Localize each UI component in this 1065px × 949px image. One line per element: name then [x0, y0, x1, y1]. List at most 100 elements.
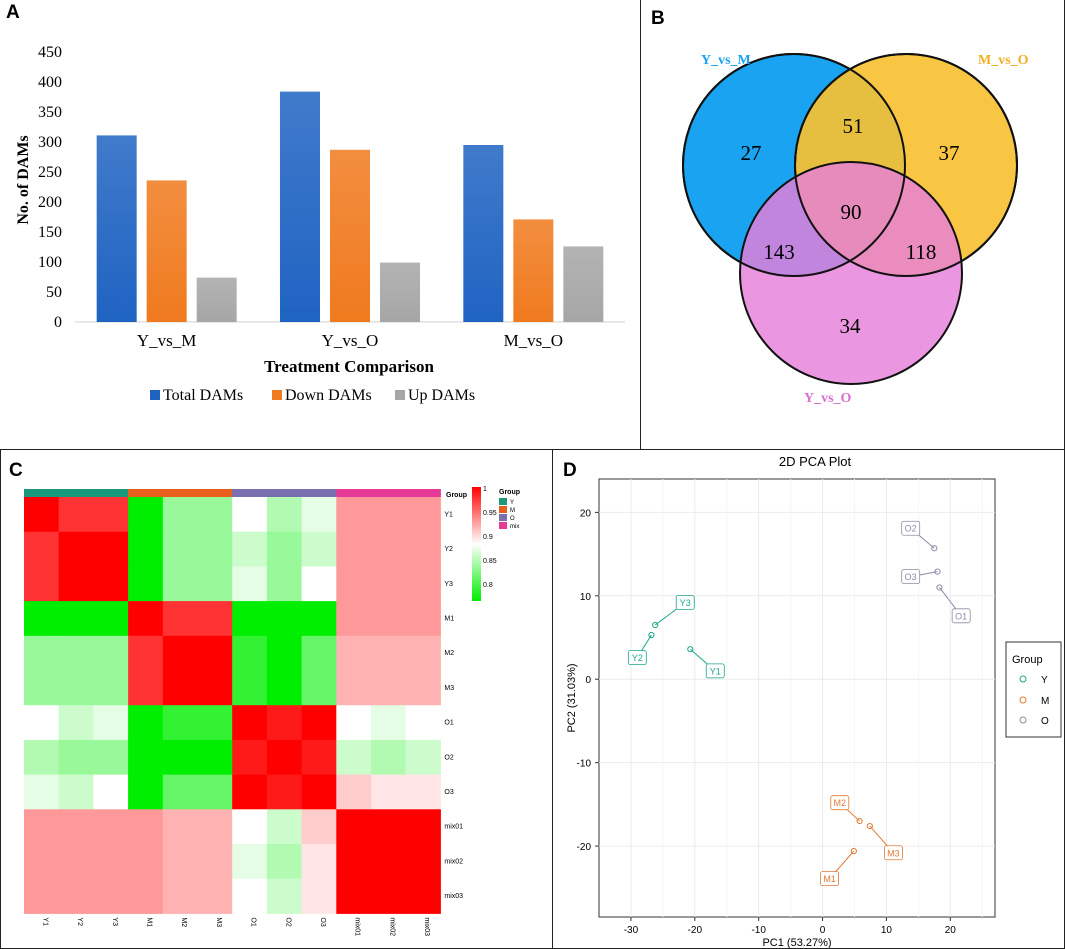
heatmap-cell — [58, 844, 94, 880]
heatmap-cell — [266, 497, 303, 533]
pca-ytick-label: -20 — [577, 842, 592, 853]
heatmap-cell — [58, 705, 94, 741]
heatmap-cell — [232, 705, 268, 741]
heatmap-cell — [197, 531, 233, 567]
colorbar-tick-08: 0.8 — [483, 582, 493, 589]
pca-point-label: M3 — [887, 848, 900, 858]
heatmap-cell — [162, 670, 198, 706]
pca-xtick-label: 0 — [820, 925, 826, 936]
bar-ytick-label: 400 — [38, 74, 62, 91]
heatmap-col-label: O1 — [250, 917, 257, 926]
bar-y-vs-o-total — [280, 91, 320, 322]
heatmap-cell — [128, 497, 164, 533]
heatmap-cell — [93, 531, 129, 567]
heatmap-row-label: mix02 — [444, 858, 463, 865]
heatmap-cell — [58, 531, 94, 567]
heatmap-group-cell — [24, 489, 60, 497]
heatmap-row-label: Y1 — [444, 511, 453, 518]
legend-swatch-y — [499, 498, 507, 505]
heatmap-cell — [336, 878, 372, 914]
heatmap-group-cell — [405, 489, 441, 497]
heatmap-cell — [232, 844, 268, 880]
venn-count-34: 34 — [840, 314, 862, 338]
panel-c: C Y1 Y2 Y3 M1 M2 M3 O1 O2 O3 mix01 mix02 mix03 Y1 Y2… — [0, 449, 553, 949]
pca-plot-area — [598, 478, 996, 918]
bar-ytick-label: 0 — [54, 314, 62, 331]
heatmap-cell — [128, 809, 164, 845]
pca-point-label: M2 — [834, 798, 847, 808]
heatmap-cell — [162, 497, 198, 533]
bar-xtick-label: M_vs_O — [504, 331, 564, 350]
venn-title-y-vs-m: Y_vs_M — [701, 53, 751, 68]
pca-point-label: O3 — [905, 572, 917, 582]
bar-y-vs-m-down — [146, 180, 187, 322]
pca-xtick-label: 20 — [945, 925, 957, 936]
heatmap-cell — [197, 878, 233, 914]
pca-legend-label-y: Y — [1041, 675, 1048, 686]
pca-point-m1 — [850, 847, 857, 855]
pca-xtick-label: 10 — [881, 925, 893, 936]
heatmap-cell — [266, 566, 303, 602]
bar-ytick-label: 300 — [38, 134, 62, 151]
bar-xtick-label: Y_vs_M — [137, 331, 197, 350]
heatmap-cell — [405, 670, 441, 706]
heatmap-cell — [371, 601, 407, 637]
pca-legend-label-m: M — [1041, 696, 1049, 707]
heatmap-cell — [162, 739, 198, 776]
heatmap-cell — [93, 844, 129, 880]
heatmap-cell — [266, 809, 303, 845]
heatmap-cell — [24, 531, 60, 567]
legend-swatch-up — [395, 390, 405, 400]
heatmap-cell — [93, 670, 129, 706]
heatmap-cell — [162, 531, 198, 567]
heatmap-cell — [58, 878, 94, 914]
heatmap-cell — [266, 878, 303, 914]
bar-xtick-label: Y_vs_O — [322, 331, 379, 350]
heatmap-cell — [128, 739, 164, 776]
heatmap-cell — [162, 809, 198, 845]
heatmap-cell — [128, 601, 164, 637]
heatmap-cell — [128, 635, 164, 671]
heatmap-cell — [128, 670, 164, 706]
heatmap-cell — [301, 497, 337, 533]
heatmap-cell — [58, 774, 94, 810]
heatmap-cell — [58, 566, 94, 602]
venn-count-27: 27 — [741, 141, 762, 165]
heatmap-col-label: O2 — [284, 917, 291, 926]
bar-ytick-label: 250 — [38, 164, 62, 181]
heatmap-cell — [371, 566, 407, 602]
heatmap-cell — [371, 739, 407, 776]
heatmap-col-label: mix02 — [388, 917, 395, 936]
heatmap-cell — [93, 497, 129, 533]
panel-b: B Y_vs_M M_vs_O Y_vs_O 27 51 37 90 143 1… — [640, 0, 1065, 450]
pca-title: 2D PCA Plot — [779, 454, 852, 469]
pca-legend-marker-y — [1019, 675, 1027, 683]
heatmap-col-label: M3 — [215, 917, 222, 927]
bar-ytick-label: 150 — [38, 224, 62, 241]
heatmap-cell — [371, 809, 407, 845]
pca-point-o3 — [934, 568, 941, 575]
heatmap-group-cell — [336, 489, 372, 497]
pca-label-box — [901, 520, 921, 536]
heatmap-row-label: M3 — [444, 685, 454, 692]
heatmap-cell — [232, 635, 268, 671]
heatmap-cell — [405, 809, 441, 845]
pca-ytick-label: 20 — [580, 508, 592, 519]
heatmap-cell — [58, 670, 94, 706]
heatmap-cell — [24, 878, 60, 914]
pca-point-label: Y3 — [680, 598, 691, 608]
heatmap-cell — [405, 601, 441, 637]
heatmap-cell — [128, 878, 164, 914]
legend-swatch-mix — [499, 522, 507, 529]
panel-d-label: D — [563, 460, 577, 481]
heatmap-cell — [336, 844, 372, 880]
pca-xlabel: PC1 (53.27%) — [762, 937, 831, 949]
bar-chart: No. of DAMs Treatment Comparison 0 50 100 1… — [15, 44, 625, 404]
legend-swatch-m — [499, 506, 507, 513]
panel-c-label: C — [9, 460, 23, 481]
pca-label-box — [901, 569, 921, 585]
pca-label-box — [675, 595, 695, 610]
heatmap-cell — [197, 670, 233, 706]
heatmap-group-cell — [266, 489, 303, 497]
